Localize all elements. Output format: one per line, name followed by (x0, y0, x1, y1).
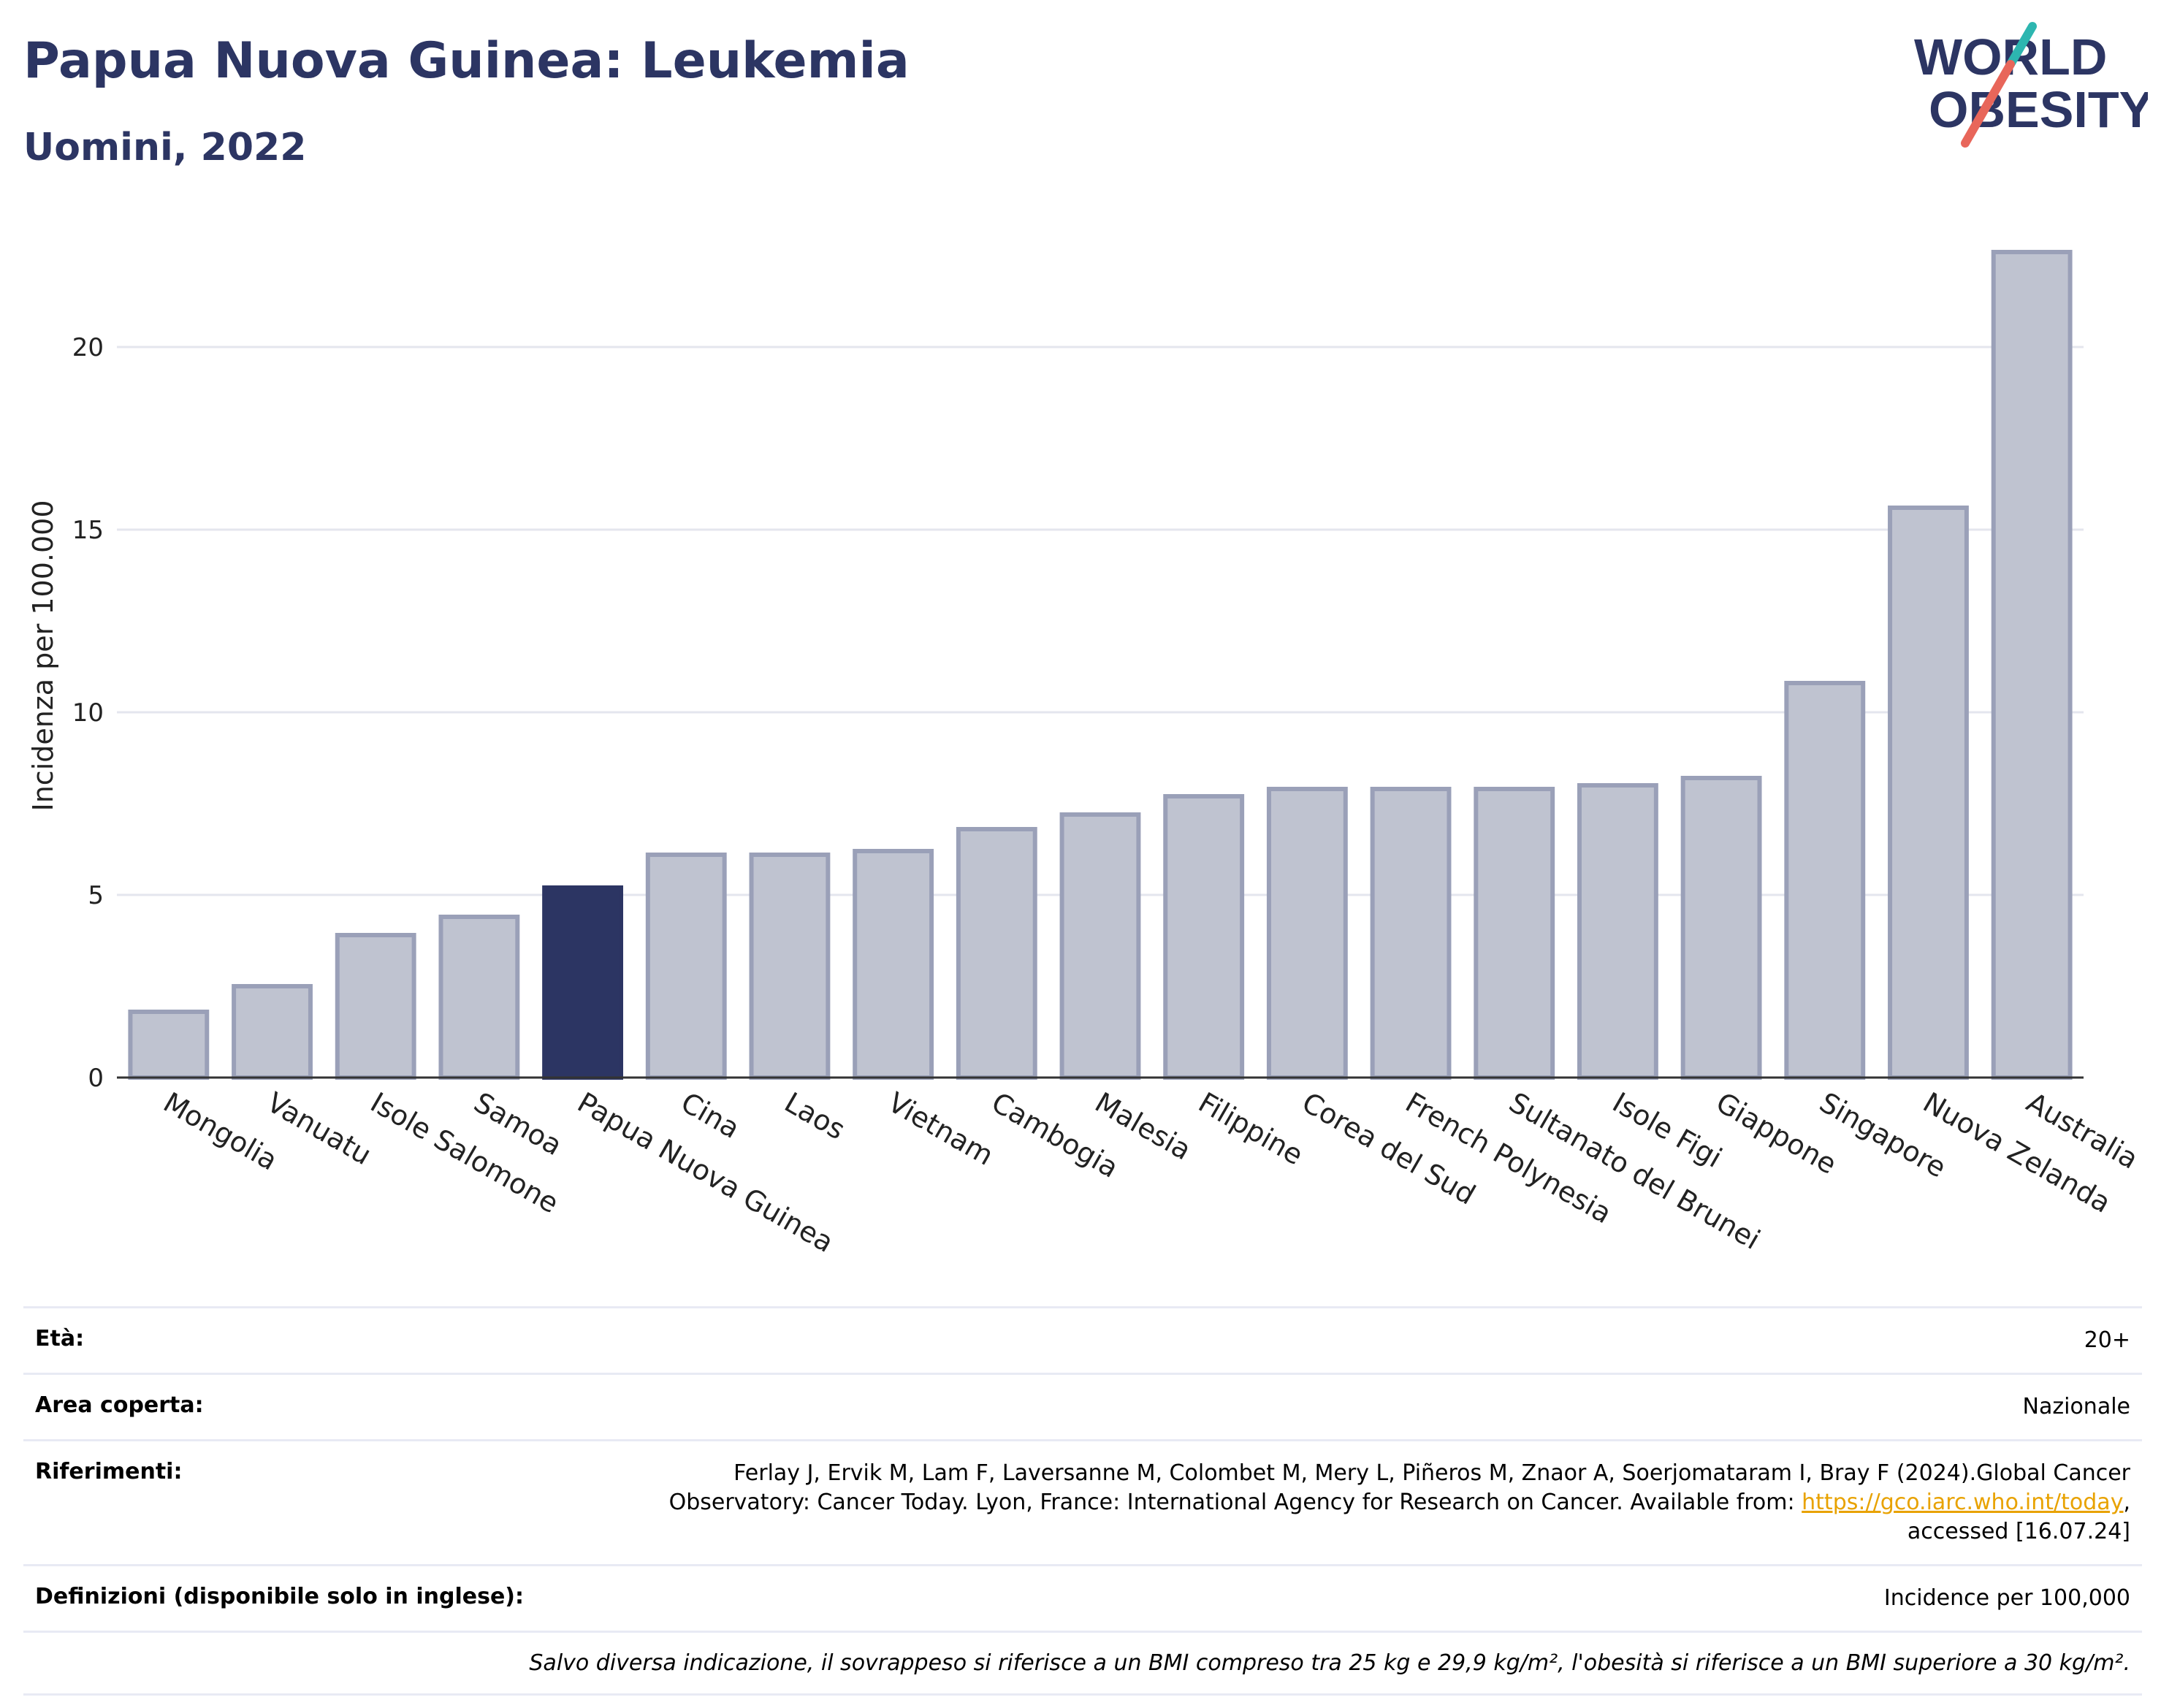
world-obesity-logo: WORLD OBESITY (1914, 22, 2148, 148)
bar-australia[interactable] (1991, 250, 2073, 1080)
info-table: Età: 20+ Area coperta: Nazionale Riferim… (23, 1306, 2142, 1696)
bmi-note: Salvo diversa indicazione, il sovrappeso… (529, 1650, 2130, 1676)
bar-corea-del-sud[interactable] (1266, 787, 1348, 1080)
y-axis-ticks: 0 5 10 15 20 (72, 333, 104, 1093)
bar-filippine[interactable] (1163, 794, 1245, 1080)
age-label: Età: (35, 1326, 85, 1351)
x-tick-label: Cina (676, 1086, 745, 1145)
bar-isole-figi[interactable] (1577, 783, 1658, 1080)
logo-line2: OBESITY (1929, 81, 2148, 138)
bar-cambogia[interactable] (956, 827, 1037, 1080)
x-tick-label: Filippine (1193, 1086, 1308, 1172)
x-tick-label: Vanuatu (262, 1086, 377, 1171)
bar-vanuatu[interactable] (232, 984, 313, 1080)
references-accessed: , accessed [16.07.24] (1907, 1490, 2130, 1544)
y-tick-label: 5 (88, 881, 104, 910)
logo-slash-teal (2006, 22, 2037, 69)
bar-papua-nuova-guinea[interactable] (542, 885, 624, 1080)
area-label: Area coperta: (35, 1392, 204, 1418)
bar-samoa[interactable] (438, 915, 520, 1080)
info-row-definitions: Definizioni (disponibile solo in inglese… (23, 1564, 2142, 1631)
definitions-label: Definizioni (disponibile solo in inglese… (35, 1584, 524, 1609)
bars (128, 250, 2073, 1080)
x-tick-label: Isole Salomone (365, 1086, 564, 1220)
chart-subtitle: Uomini, 2022 (23, 126, 307, 169)
bar-nuova-zelanda[interactable] (1888, 506, 1969, 1080)
bar-mongolia[interactable] (128, 1010, 210, 1080)
bar-malesia[interactable] (1059, 812, 1141, 1080)
x-tick-label: Corea del Sud (1297, 1086, 1481, 1211)
references-value: Ferlay J, Ervik M, Lam F, Laversanne M, … (633, 1459, 2130, 1547)
bar-laos[interactable] (749, 853, 831, 1080)
bar-french-polynesia[interactable] (1370, 787, 1452, 1080)
y-tick-label: 0 (88, 1064, 104, 1093)
bar-cina[interactable] (645, 853, 727, 1080)
x-tick-label: Laos (779, 1086, 850, 1146)
bar-singapore[interactable] (1784, 681, 1866, 1080)
bar-vietnam[interactable] (853, 849, 934, 1080)
y-tick-label: 10 (72, 698, 104, 728)
chart-title: Papua Nuova Guinea: Leukemia (23, 32, 910, 90)
logo-slash-red (1961, 60, 2015, 148)
bar-giappone[interactable] (1680, 776, 1762, 1080)
y-axis-label: Incidenza per 100.000 (27, 500, 59, 812)
info-row-note: Salvo diversa indicazione, il sovrappeso… (23, 1631, 2142, 1696)
info-row-area: Area coperta: Nazionale (23, 1373, 2142, 1439)
info-row-references: Riferimenti: Ferlay J, Ervik M, Lam F, L… (23, 1439, 2142, 1564)
x-tick-label: Mongolia (158, 1086, 283, 1177)
bar-sultanato-del-brunei[interactable] (1474, 787, 1555, 1080)
y-tick-label: 15 (72, 516, 104, 545)
y-tick-label: 20 (72, 333, 104, 362)
area-value: Nazionale (2022, 1394, 2130, 1419)
references-text: Ferlay J, Ervik M, Lam F, Laversanne M, … (668, 1460, 2130, 1515)
x-tick-label: Nuova Zelanda (1918, 1086, 2116, 1219)
definitions-value: Incidence per 100,000 (1883, 1585, 2130, 1611)
x-tick-label: Vietnam (883, 1086, 999, 1172)
references-label: Riferimenti: (35, 1459, 183, 1484)
bar-isole-salomone[interactable] (335, 933, 416, 1080)
info-row-age: Età: 20+ (23, 1306, 2142, 1373)
age-value: 20+ (2084, 1327, 2130, 1353)
references-link[interactable]: https://gco.iarc.who.int/today (1802, 1490, 2124, 1515)
